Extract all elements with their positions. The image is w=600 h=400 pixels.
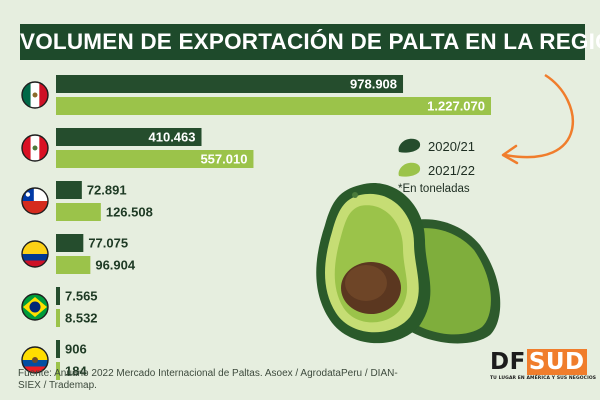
- chart-title: VOLUMEN DE EXPORTACIÓN DE PALTA EN LA RE…: [20, 24, 600, 60]
- avocado-dot: [352, 192, 358, 198]
- legend-item-2021: 2021/22: [396, 159, 516, 181]
- label-2020-colombia: 77.075: [88, 236, 128, 251]
- unit-note: *En toneladas: [398, 183, 470, 195]
- bar-2021-colombia: [56, 256, 91, 274]
- label-2021-chile: 126.508: [106, 205, 153, 220]
- logo-tagline: TU LUGAR EN AMÉRICA Y SUS NEGOCIOS: [490, 376, 597, 381]
- bar-2021-brazil: [56, 309, 60, 327]
- legend-label-2020: 2020/21: [428, 138, 475, 154]
- bar-2020-colombia: [56, 234, 84, 252]
- logo-df-text: DF: [490, 349, 526, 375]
- bar-2020-chile: [56, 181, 82, 199]
- label-2021-brazil: 8.532: [65, 311, 98, 326]
- colombia-flag: [21, 240, 49, 268]
- arrow-curve: [504, 73, 574, 159]
- arrow-head: [501, 144, 519, 165]
- bar-2020-ecuador: [56, 340, 60, 358]
- legend-avocado-light-icon: [398, 162, 421, 177]
- peru-flag: [21, 134, 49, 162]
- label-2020-ecuador: 906: [65, 342, 87, 357]
- brazil-flag: [21, 293, 49, 321]
- bar-2020-mexico: [56, 75, 404, 93]
- avocado-illustration: [316, 183, 501, 344]
- label-2021-colombia: 96.904: [95, 258, 136, 273]
- label-2021-peru: 557.010: [200, 152, 247, 167]
- bar-2021-peru: [56, 150, 254, 168]
- orange-arrow: [501, 73, 574, 165]
- bar-2020-peru: [56, 128, 202, 146]
- legend-item-2020: 2020/21: [396, 135, 516, 157]
- legend-label-2021: 2021/22: [428, 162, 475, 178]
- label-2020-brazil: 7.565: [65, 289, 98, 304]
- chile-flag: [21, 187, 49, 215]
- label-2020-chile: 72.891: [87, 183, 127, 198]
- bar-2021-ecuador: [56, 362, 60, 380]
- logo-sud-text: SUD: [526, 349, 587, 375]
- label-2021-mexico: 1.227.070: [427, 99, 485, 114]
- source-note: Fuente: Anuario 2022 Mercado Internacion…: [18, 368, 398, 391]
- avocado-seed-highlight: [345, 265, 387, 301]
- bar-2021-mexico: [56, 97, 491, 115]
- label-2020-peru: 410.463: [149, 130, 196, 145]
- label-2021-ecuador: 184: [65, 364, 87, 379]
- bar-2021-chile: [56, 203, 101, 221]
- dfsud-logo: DF SUD TU LUGAR EN AMÉRICA Y SUS NEGOCIOS: [490, 349, 597, 390]
- legend: 2020/21 2021/22 *En toneladas: [396, 135, 516, 196]
- legend-avocado-dark-icon: [398, 138, 421, 153]
- mexico-flag: [21, 81, 49, 109]
- ecuador-flag: [21, 346, 49, 374]
- bar-2020-brazil: [56, 287, 60, 305]
- label-2020-mexico: 978.908: [350, 77, 397, 92]
